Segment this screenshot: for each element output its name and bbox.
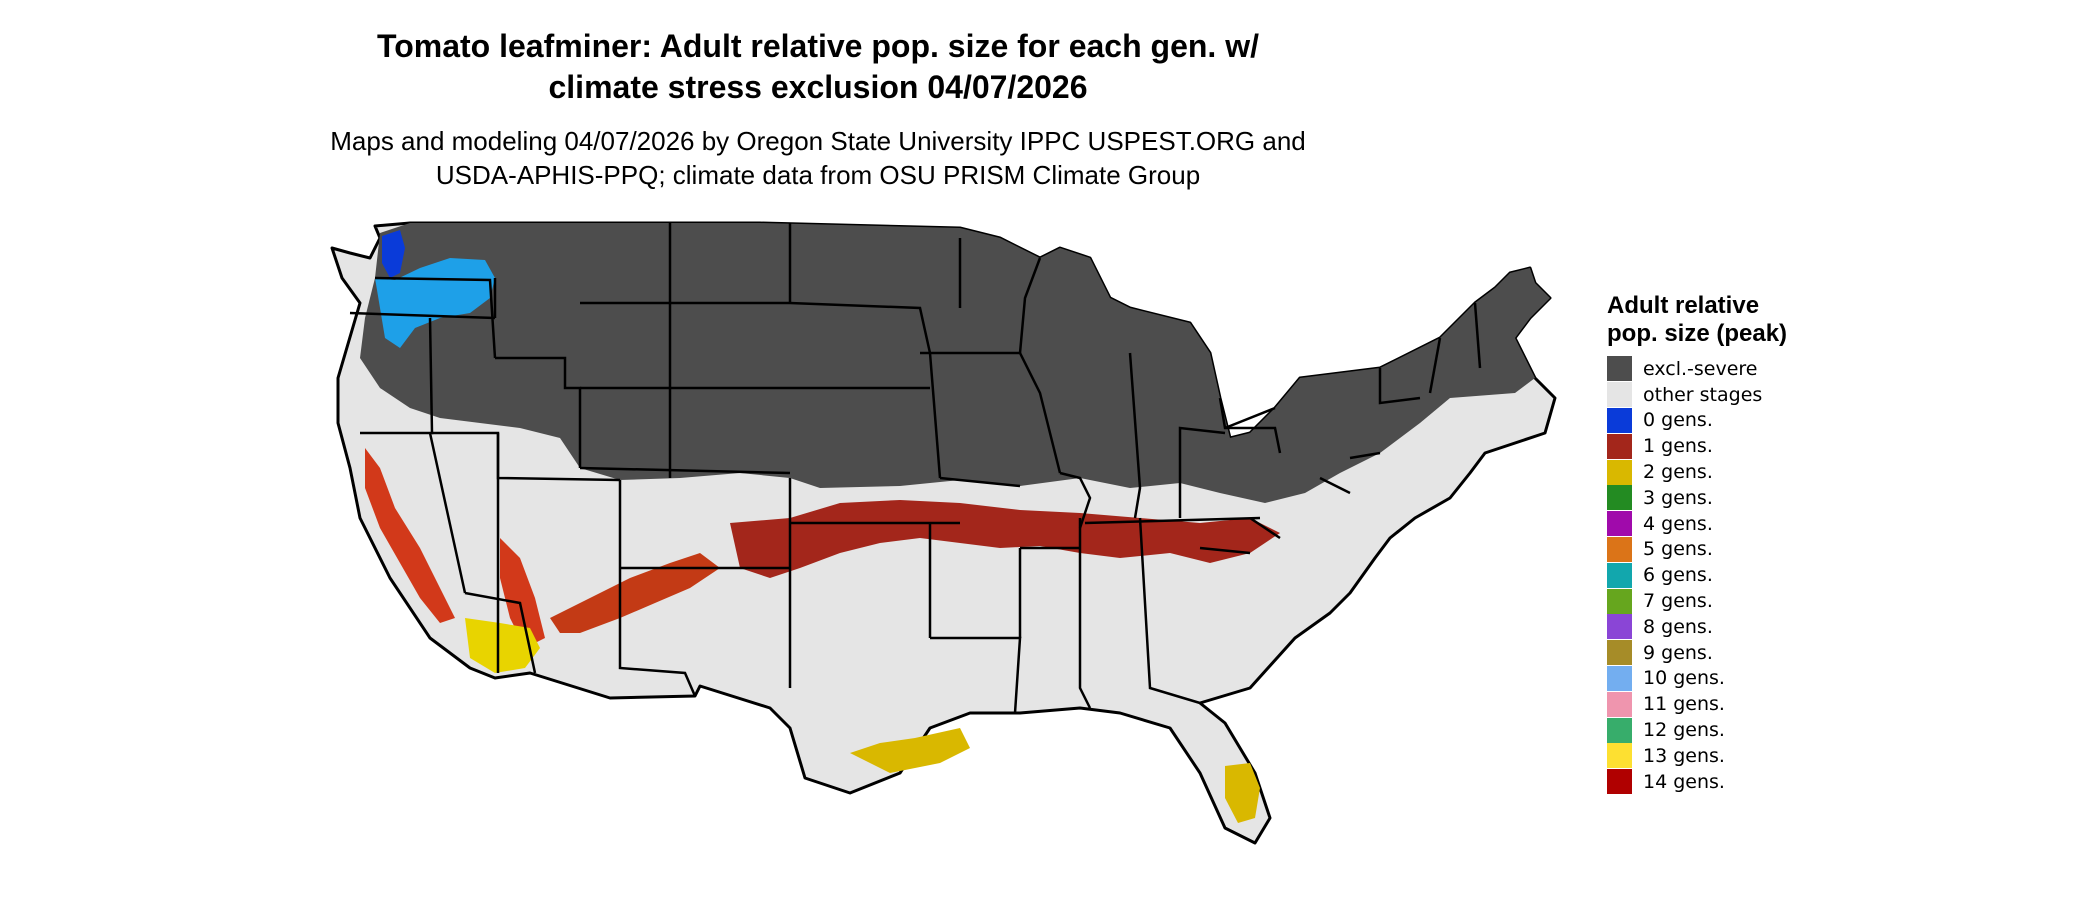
legend-label: 5 gens. <box>1643 538 1713 561</box>
one-gens-band-texas <box>550 553 720 633</box>
legend-swatch <box>1607 485 1632 511</box>
legend-label: 0 gens. <box>1643 409 1713 432</box>
legend-label: excl.-severe <box>1643 357 1758 380</box>
map-subtitle: Maps and modeling 04/07/2026 by Oregon S… <box>0 124 1636 192</box>
legend-label: 6 gens. <box>1643 564 1713 587</box>
legend-swatch <box>1607 433 1632 459</box>
legend-swatch <box>1607 536 1632 562</box>
legend-item: 8 gens. <box>1607 614 1807 640</box>
legend-label: 8 gens. <box>1643 615 1713 638</box>
legend-item: 13 gens. <box>1607 743 1807 769</box>
legend-label: 1 gens. <box>1643 435 1713 458</box>
one-gens-band-south <box>730 500 1280 578</box>
legend-item: 6 gens. <box>1607 562 1807 588</box>
legend-label: 2 gens. <box>1643 461 1713 484</box>
legend-swatch <box>1607 407 1632 433</box>
zero-gens-region-cascades <box>382 230 405 278</box>
legend-items: excl.-severe other stages 0 gens. 1 gens. 2 … <box>1607 356 1807 795</box>
legend-swatch <box>1607 665 1632 691</box>
map-title-line-1: Tomato leafminer: Adult relative pop. si… <box>377 28 1259 64</box>
legend-item: 10 gens. <box>1607 665 1807 692</box>
map-title: Tomato leafminer: Adult relative pop. si… <box>0 26 1636 108</box>
two-gens-region-southwest <box>465 618 540 673</box>
legend-item: 1 gens. <box>1607 433 1807 459</box>
legend-label: 9 gens. <box>1643 641 1713 664</box>
map-legend: Adult relative pop. size (peak) excl.-se… <box>1607 292 1807 795</box>
legend-item: 14 gens. <box>1607 769 1807 795</box>
legend-item: 11 gens. <box>1607 691 1807 717</box>
legend-swatch <box>1607 640 1632 666</box>
legend-label: 13 gens. <box>1643 744 1725 767</box>
legend-swatch <box>1607 562 1632 588</box>
legend-label: 11 gens. <box>1643 693 1725 716</box>
map-subtitle-line-1: Maps and modeling 04/07/2026 by Oregon S… <box>330 126 1306 156</box>
legend-item: 7 gens. <box>1607 588 1807 614</box>
legend-item: 2 gens. <box>1607 459 1807 485</box>
legend-label: 3 gens. <box>1643 486 1713 509</box>
legend-label: 10 gens. <box>1643 667 1725 690</box>
legend-item: 5 gens. <box>1607 536 1807 563</box>
legend-label: 14 gens. <box>1643 770 1725 793</box>
legend-item: excl.-severe <box>1607 356 1807 382</box>
one-gens-region-desert <box>500 538 545 648</box>
legend-item: 0 gens. <box>1607 407 1807 434</box>
legend-swatch <box>1607 614 1632 640</box>
legend-item: other stages <box>1607 382 1807 408</box>
state-boundaries <box>349 223 1482 714</box>
two-gens-region-texas-coast <box>850 728 970 773</box>
legend-item: 3 gens. <box>1607 485 1807 511</box>
two-gens-region-florida <box>1225 763 1260 823</box>
legend-item: 9 gens. <box>1607 640 1807 666</box>
us-map <box>330 221 1557 845</box>
legend-swatch <box>1607 511 1632 537</box>
legend-swatch <box>1607 769 1632 795</box>
legend-label: other stages <box>1643 383 1763 406</box>
legend-title: Adult relative pop. size (peak) <box>1607 292 1788 347</box>
excluded-region-north <box>360 223 1550 503</box>
legend-swatch <box>1607 356 1632 382</box>
legend-label: 7 gens. <box>1643 590 1713 613</box>
legend-swatch <box>1607 691 1632 717</box>
legend-label: 4 gens. <box>1643 512 1713 535</box>
legend-swatch <box>1607 459 1632 485</box>
map-title-line-2: climate stress exclusion 04/07/2026 <box>548 69 1088 105</box>
legend-item: 12 gens. <box>1607 717 1807 743</box>
legend-item: 4 gens. <box>1607 511 1807 537</box>
one-gens-region-california <box>365 448 455 623</box>
legend-swatch <box>1607 717 1632 743</box>
legend-swatch <box>1607 743 1632 769</box>
map-subtitle-line-2: USDA-APHIS-PPQ; climate data from OSU PR… <box>435 160 1201 190</box>
legend-label: 12 gens. <box>1643 719 1725 742</box>
legend-swatch <box>1607 588 1632 614</box>
legend-swatch <box>1607 382 1632 408</box>
